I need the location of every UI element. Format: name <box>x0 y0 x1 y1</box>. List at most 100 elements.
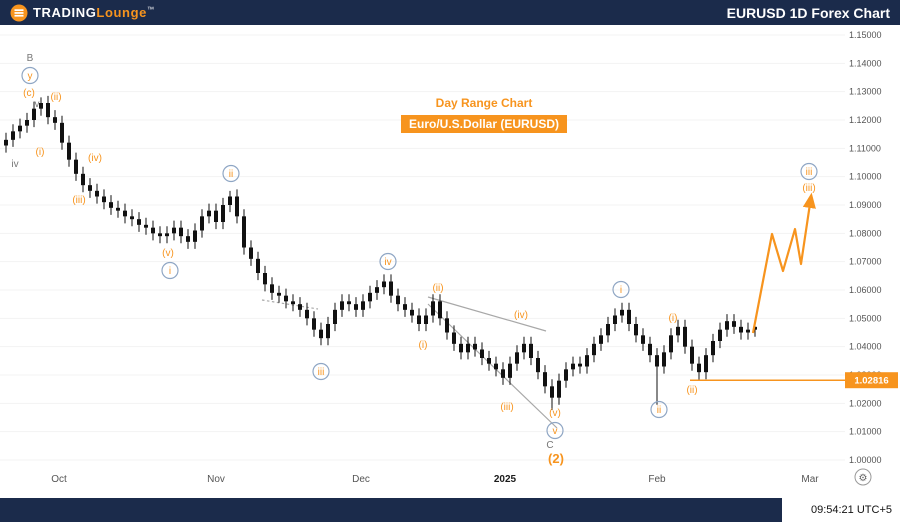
candle-body <box>18 125 22 132</box>
candle-body <box>445 318 449 333</box>
candle-body <box>60 122 64 143</box>
y-axis-label: 1.09000 <box>849 200 882 210</box>
candle-body <box>32 108 36 120</box>
candle-body <box>11 131 15 140</box>
wave-label: iii <box>806 167 813 178</box>
instrument-label: Euro/U.S.Dollar (EURUSD) <box>400 115 568 133</box>
wave-label: (v) <box>162 248 174 259</box>
wave-label: (i) <box>419 340 428 351</box>
x-axis-label: Oct <box>51 474 67 485</box>
candle-body <box>39 103 43 109</box>
candle-body <box>88 185 92 191</box>
candle-body <box>557 380 561 398</box>
candle-body <box>81 173 85 186</box>
tradinglounge-logo-icon <box>10 4 28 21</box>
candle-body <box>221 205 225 222</box>
candle-body <box>739 326 743 333</box>
candle-body <box>508 363 512 378</box>
candle-body <box>473 343 477 350</box>
candle-body <box>270 284 274 293</box>
candle-body <box>109 202 113 208</box>
candle-body <box>536 358 540 373</box>
candle-body <box>634 324 638 336</box>
candle-body <box>263 273 267 285</box>
candle-body <box>585 355 589 367</box>
x-axis-label: Nov <box>207 474 225 485</box>
wave-label: (2) <box>548 451 564 466</box>
candle-body <box>410 309 414 316</box>
candle-body <box>312 318 316 330</box>
candle-body <box>389 281 393 296</box>
wave-label: i <box>620 285 622 296</box>
wave-label-circle <box>546 421 564 440</box>
candle-body <box>704 355 708 373</box>
price-chart: 1.15000 1.14000 1.13000 1.12000 1.11000 1.100… <box>0 30 898 486</box>
candle-body <box>354 304 358 310</box>
candle-body <box>347 301 351 305</box>
candle-body <box>718 329 722 341</box>
candle-body <box>249 247 253 259</box>
bottom-bar: 09:54:21 UTC+5 <box>0 498 900 522</box>
candle-body <box>690 346 694 364</box>
candle-body <box>242 216 246 248</box>
brand-second: Lounge <box>96 5 147 20</box>
candle-body <box>711 341 715 356</box>
candle-body <box>291 301 295 305</box>
candle-body <box>431 301 435 316</box>
y-axis-label: 1.10000 <box>849 172 882 182</box>
wave-label: ii <box>229 169 233 180</box>
wave-label: iii <box>318 367 325 378</box>
wave-label: v <box>35 99 40 110</box>
candle-body <box>725 321 729 330</box>
trendline <box>427 296 547 332</box>
candle-body <box>319 329 323 339</box>
candle-body <box>200 216 204 231</box>
candle-body <box>144 224 148 228</box>
candle-body <box>137 219 141 225</box>
candle-body <box>375 287 379 293</box>
candle-body <box>578 363 582 367</box>
candle-body <box>284 295 288 302</box>
gear-icon[interactable] <box>854 468 872 486</box>
candle-body <box>235 196 239 217</box>
candle-body <box>340 301 344 310</box>
candle-body <box>459 343 463 353</box>
candle-body <box>501 369 505 378</box>
candle-body <box>102 196 106 203</box>
wave-label-circle <box>222 164 240 183</box>
clock-box: 09:54:21 UTC+5 <box>782 498 900 522</box>
candle-body <box>396 295 400 305</box>
y-axis-label: 1.04000 <box>849 342 882 352</box>
projection-arrow <box>751 192 816 334</box>
brand-text: TRADINGLounge™ <box>33 5 155 20</box>
wave-label-circle <box>379 252 397 271</box>
current-price-badge <box>845 372 898 389</box>
candle-body <box>515 352 519 364</box>
wave-label-circle <box>312 362 330 381</box>
candle-body <box>564 369 568 381</box>
wave-label-circle <box>800 162 818 181</box>
candle-body <box>74 159 78 174</box>
wave-label-circle <box>161 261 179 280</box>
wave-label: (iv) <box>514 310 528 321</box>
candle-body <box>620 309 624 316</box>
x-axis-label: 2025 <box>494 474 517 485</box>
wave-label: iv <box>384 257 391 268</box>
candle-body <box>382 281 386 288</box>
candle-body <box>529 343 533 358</box>
y-axis-label: 1.01000 <box>849 427 882 437</box>
candle-body <box>480 349 484 358</box>
candle-body <box>361 301 365 310</box>
candle-body <box>151 227 155 234</box>
candle-body <box>746 329 750 333</box>
wave-label-circle <box>21 66 39 85</box>
wave-label: (v) <box>549 408 561 419</box>
wave-label: (i) <box>36 147 45 158</box>
candle-body <box>186 236 190 242</box>
candle-body <box>641 335 645 344</box>
y-axis-label: 1.13000 <box>849 87 882 97</box>
candle-body <box>592 343 596 356</box>
gear-icon-glyph[interactable]: ⚙ <box>859 473 868 484</box>
wave-label: (iii) <box>500 402 513 413</box>
candle-body <box>522 343 526 353</box>
